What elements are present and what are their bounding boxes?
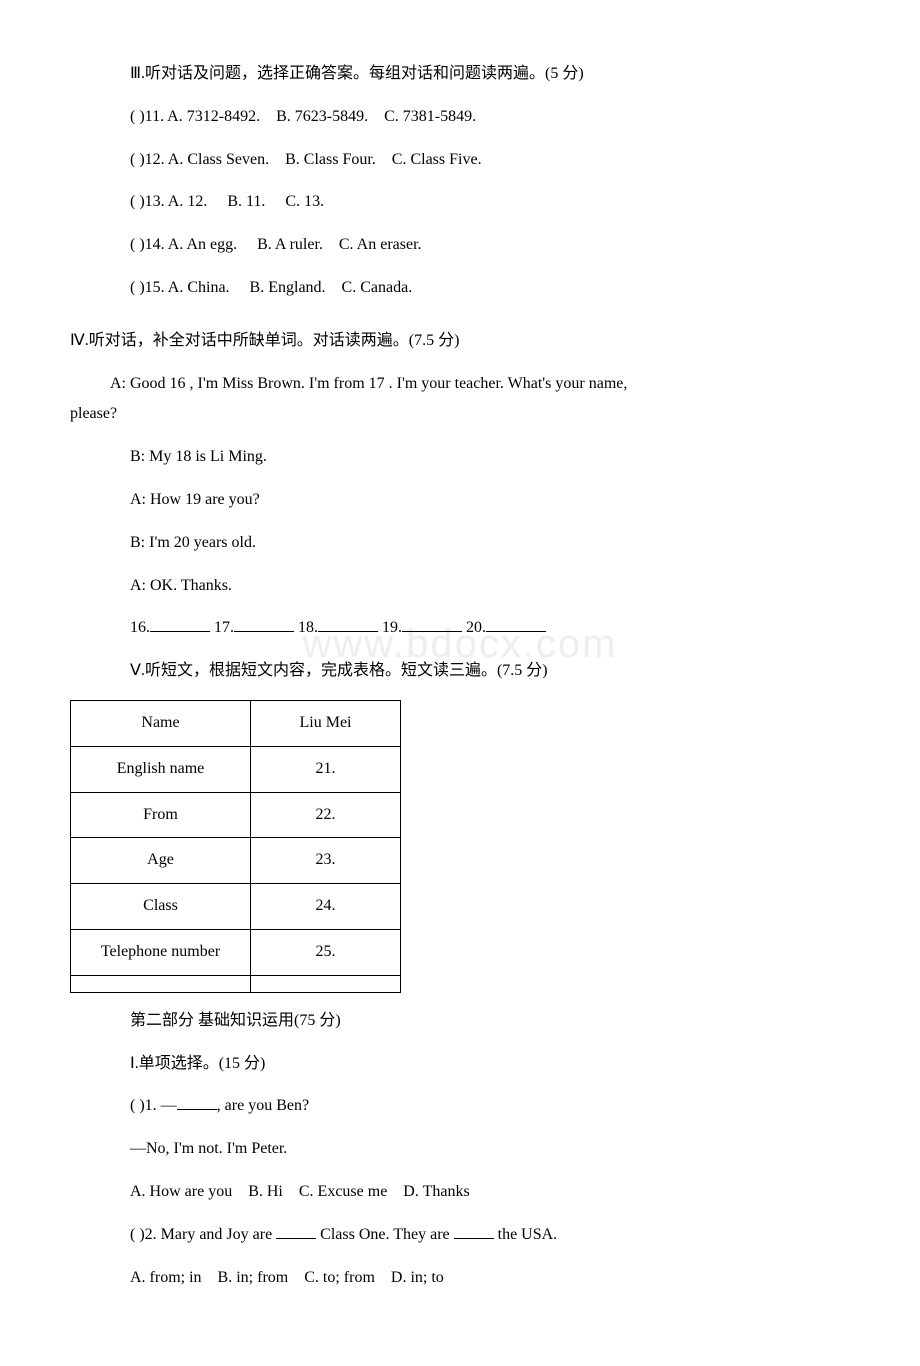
q1-reply: —No, I'm not. I'm Peter. bbox=[130, 1135, 850, 1164]
table-row: Age 23. bbox=[71, 838, 401, 884]
blank-17[interactable] bbox=[234, 616, 294, 632]
blank-16-label: 16. bbox=[130, 619, 150, 636]
cell-age-value[interactable]: 23. bbox=[251, 838, 401, 884]
blank-20-label: 20. bbox=[466, 619, 486, 636]
table-row bbox=[71, 975, 401, 992]
blank-16[interactable] bbox=[150, 616, 210, 632]
dialogue-b1: B: My 18 is Li Ming. bbox=[130, 443, 850, 472]
q12: ( )12. A. Class Seven. B. Class Four. C.… bbox=[130, 146, 850, 175]
q1-opt-a: A. How are you bbox=[130, 1183, 232, 1200]
q2-stem: ( )2. Mary and Joy are Class One. They a… bbox=[130, 1221, 850, 1250]
cell-from-label: From bbox=[71, 792, 251, 838]
part2-title: 第二部分 基础知识运用(75 分) bbox=[130, 1007, 850, 1036]
blank-17-label: 17. bbox=[214, 619, 234, 636]
cell-name-label: Name bbox=[71, 700, 251, 746]
cell-empty-2 bbox=[251, 975, 401, 992]
listening-table: Name Liu Mei English name 21. From 22. A… bbox=[70, 700, 401, 993]
q2-opt-c: C. to; from bbox=[304, 1269, 375, 1286]
blank-20[interactable] bbox=[486, 616, 546, 632]
q1-opt-d: D. Thanks bbox=[403, 1183, 469, 1200]
q1-options: A. How are you B. Hi C. Excuse me D. Tha… bbox=[130, 1178, 850, 1207]
blank-19-label: 19. bbox=[382, 619, 402, 636]
q1-blank[interactable] bbox=[177, 1094, 217, 1110]
q1-stem: ( )1. — , are you Ben? bbox=[130, 1092, 850, 1121]
q2-stem-mid: Class One. They are bbox=[316, 1226, 453, 1243]
cell-empty-1 bbox=[71, 975, 251, 992]
dialogue-a2: A: How 19 are you? bbox=[130, 486, 850, 515]
dialogue-a3: A: OK. Thanks. bbox=[130, 572, 850, 601]
q2-options: A. from; in B. in; from C. to; from D. i… bbox=[130, 1264, 850, 1293]
section3-title: Ⅲ.听对话及问题，选择正确答案。每组对话和问题读两遍。(5 分) bbox=[130, 60, 850, 89]
dialogue-a1-text: A: Good 16 , I'm Miss Brown. I'm from 17… bbox=[110, 375, 627, 392]
dialogue-b2: B: I'm 20 years old. bbox=[130, 529, 850, 558]
cell-age-label: Age bbox=[71, 838, 251, 884]
blank-18-label: 18. bbox=[298, 619, 318, 636]
q1-opt-c: C. Excuse me bbox=[299, 1183, 387, 1200]
q2-stem-post: the USA. bbox=[494, 1226, 558, 1243]
fill-blanks-row: 16. 17. 18. 19. 20. bbox=[130, 614, 850, 643]
q2-opt-a: A. from; in bbox=[130, 1269, 202, 1286]
dialogue-a1-cont: please? bbox=[70, 400, 850, 429]
q1-stem-pre: ( )1. — bbox=[130, 1097, 177, 1114]
dialogue-a1: A: Good 16 , I'm Miss Brown. I'm from 17… bbox=[110, 370, 850, 399]
table-row: From 22. bbox=[71, 792, 401, 838]
cell-phone-label: Telephone number bbox=[71, 929, 251, 975]
blank-18[interactable] bbox=[318, 616, 378, 632]
cell-class-label: Class bbox=[71, 884, 251, 930]
cell-class-value[interactable]: 24. bbox=[251, 884, 401, 930]
q2-blank-2[interactable] bbox=[454, 1223, 494, 1239]
cell-from-value[interactable]: 22. bbox=[251, 792, 401, 838]
part2-subtitle: Ⅰ.单项选择。(15 分) bbox=[130, 1050, 850, 1079]
q11: ( )11. A. 7312-8492. B. 7623-5849. C. 73… bbox=[130, 103, 850, 132]
table-row: English name 21. bbox=[71, 746, 401, 792]
q2-stem-pre: ( )2. Mary and Joy are bbox=[130, 1226, 276, 1243]
cell-english-name-label: English name bbox=[71, 746, 251, 792]
cell-name-value: Liu Mei bbox=[251, 700, 401, 746]
table-row: Name Liu Mei bbox=[71, 700, 401, 746]
q1-stem-post: , are you Ben? bbox=[217, 1097, 309, 1114]
q15: ( )15. A. China. B. England. C. Canada. bbox=[130, 274, 850, 303]
q14: ( )14. A. An egg. B. A ruler. C. An eras… bbox=[130, 231, 850, 260]
q13: ( )13. A. 12. B. 11. C. 13. bbox=[130, 188, 850, 217]
cell-phone-value[interactable]: 25. bbox=[251, 929, 401, 975]
q1-opt-b: B. Hi bbox=[248, 1183, 283, 1200]
table-row: Telephone number 25. bbox=[71, 929, 401, 975]
table-row: Class 24. bbox=[71, 884, 401, 930]
q2-opt-b: B. in; from bbox=[218, 1269, 289, 1286]
blank-19[interactable] bbox=[402, 616, 462, 632]
section5-title: Ⅴ.听短文，根据短文内容，完成表格。短文读三遍。(7.5 分) bbox=[130, 657, 850, 686]
section4-title: Ⅳ.听对话，补全对话中所缺单词。对话读两遍。(7.5 分) bbox=[70, 327, 850, 356]
q2-opt-d: D. in; to bbox=[391, 1269, 444, 1286]
cell-english-name-value[interactable]: 21. bbox=[251, 746, 401, 792]
q2-blank-1[interactable] bbox=[276, 1223, 316, 1239]
